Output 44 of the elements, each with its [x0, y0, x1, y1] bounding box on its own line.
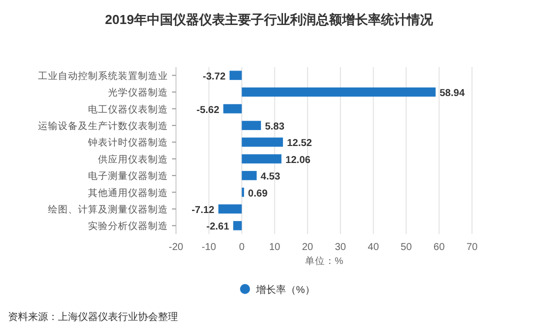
y-tick-label: 其他通用仪器制造	[88, 186, 168, 199]
y-tick-label: 钟表计时仪器制造	[87, 136, 168, 149]
bar	[223, 104, 242, 114]
data-label: -5.62	[196, 104, 220, 116]
y-tick-label: 绘图、计算及测量仪器制造	[48, 203, 168, 216]
x-tick-label: 50	[400, 242, 412, 253]
x-tick-label: -20	[168, 242, 184, 253]
bar	[242, 120, 261, 130]
x-tick-label: 70	[466, 242, 478, 253]
bar	[242, 138, 283, 147]
data-label: 12.06	[285, 154, 311, 166]
chart-title: 2019年中国仪器仪表主要子行业利润总额增长率统计情况	[105, 12, 434, 27]
y-tick-label: 运输设备及生产计数仪表制造	[38, 120, 168, 132]
y-tick-label: 光学仪器制造	[108, 86, 168, 99]
bar	[242, 87, 436, 97]
bar	[242, 170, 257, 180]
x-tick-label: 30	[334, 242, 346, 253]
legend-label: 增长率（%）	[255, 284, 315, 296]
y-tick-label: 实验分析仪器制造	[88, 220, 168, 232]
data-label: -3.72	[202, 71, 226, 82]
data-label: -2.61	[206, 222, 230, 233]
x-tick-label: 0	[238, 242, 245, 253]
y-tick-label: 电工仪器仪表制造	[88, 103, 168, 116]
x-tick-label: -10	[202, 242, 217, 253]
bar	[233, 221, 242, 230]
x-tick-label: 20	[302, 242, 314, 253]
data-label: -7.12	[192, 204, 215, 216]
bar	[242, 154, 282, 164]
x-tick-label: 10	[269, 242, 281, 253]
x-tick-label: 40	[368, 242, 380, 253]
data-label: 4.53	[260, 172, 281, 183]
y-tick-label: 供应用仪表制造	[98, 153, 168, 166]
bar	[242, 188, 244, 197]
data-label: 12.52	[286, 138, 312, 150]
x-tick-label: 60	[434, 242, 446, 253]
bar	[230, 70, 242, 80]
data-label: 5.83	[264, 121, 285, 132]
bar	[218, 204, 242, 214]
y-tick-label: 电子测量仪器制造	[88, 170, 168, 182]
y-tick-label: 工业自动控制系统装置制造业	[38, 70, 168, 82]
data-label: 58.94	[440, 88, 466, 100]
data-label: 0.69	[248, 188, 268, 200]
text: 资料来源：上海仪器仪表行业协会整理	[8, 311, 178, 323]
x-axis-title: 单位：%	[304, 255, 344, 267]
